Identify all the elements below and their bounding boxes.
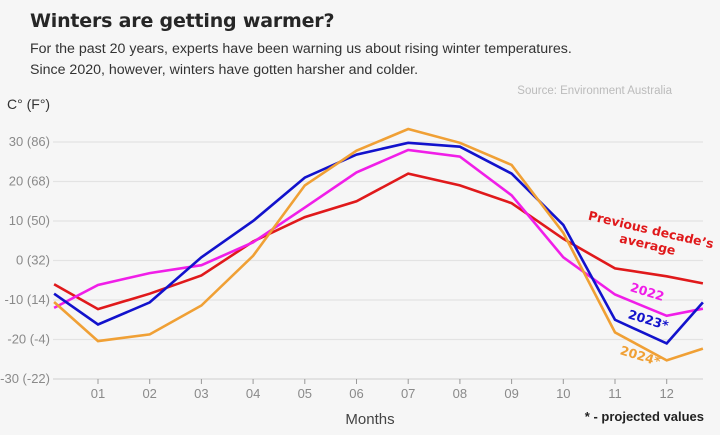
x-tick-label: 09 bbox=[504, 386, 518, 401]
series-lines bbox=[53, 127, 704, 362]
x-tick-label: 07 bbox=[401, 386, 415, 401]
x-tick-label: 05 bbox=[298, 386, 312, 401]
x-axis: 01 02 03 04 05 06 07 08 09 10 11 12 bbox=[91, 379, 674, 401]
y-tick-label: 10 (50) bbox=[9, 213, 50, 228]
x-tick-label: 03 bbox=[194, 386, 208, 401]
x-tick-label: 11 bbox=[608, 386, 622, 401]
annotation-previous-decade-s-average: Previous decade’saverage bbox=[583, 208, 715, 266]
y-tick-label: 20 (68) bbox=[9, 174, 50, 189]
source-note: Source: Environment Australia bbox=[517, 85, 672, 97]
y-tick-label: 30 (86) bbox=[9, 134, 50, 149]
subtitle-line: For the past 20 years, experts have been… bbox=[30, 41, 572, 57]
chart-subtitle: For the past 20 years, experts have been… bbox=[30, 39, 710, 81]
x-tick-label: 10 bbox=[556, 386, 570, 401]
chart-title: Winters are getting warmer? bbox=[30, 10, 335, 32]
x-tick-label: 06 bbox=[349, 386, 363, 401]
series-line-2022 bbox=[53, 148, 704, 318]
x-tick-label: 01 bbox=[91, 386, 105, 401]
y-tick-label: -10 (14) bbox=[4, 292, 50, 307]
projected-values-footnote: * - projected values bbox=[584, 409, 704, 424]
y-tick-label: 0 (32) bbox=[16, 253, 50, 268]
x-axis-label: Months bbox=[345, 411, 394, 428]
y-axis-ticks: 30 (86) 20 (68) 10 (50) 0 (32) -10 (14) -20 (… bbox=[0, 134, 50, 386]
x-tick-label: 02 bbox=[142, 386, 156, 401]
x-tick-label: 04 bbox=[246, 386, 260, 401]
x-tick-label: 08 bbox=[453, 386, 467, 401]
y-axis-unit-label: C° (F°) bbox=[7, 96, 51, 112]
subtitle-line: Since 2020, however, winters have gotten… bbox=[30, 62, 419, 78]
x-tick-label: 12 bbox=[659, 386, 673, 401]
gridlines bbox=[53, 141, 703, 380]
series-line-previous-decade-s-average bbox=[53, 172, 704, 311]
y-tick-label: -30 (-22) bbox=[0, 371, 50, 386]
series-line-2023 bbox=[53, 141, 704, 345]
series-line-2024 bbox=[53, 127, 704, 362]
y-tick-label: -20 (-4) bbox=[7, 332, 50, 347]
